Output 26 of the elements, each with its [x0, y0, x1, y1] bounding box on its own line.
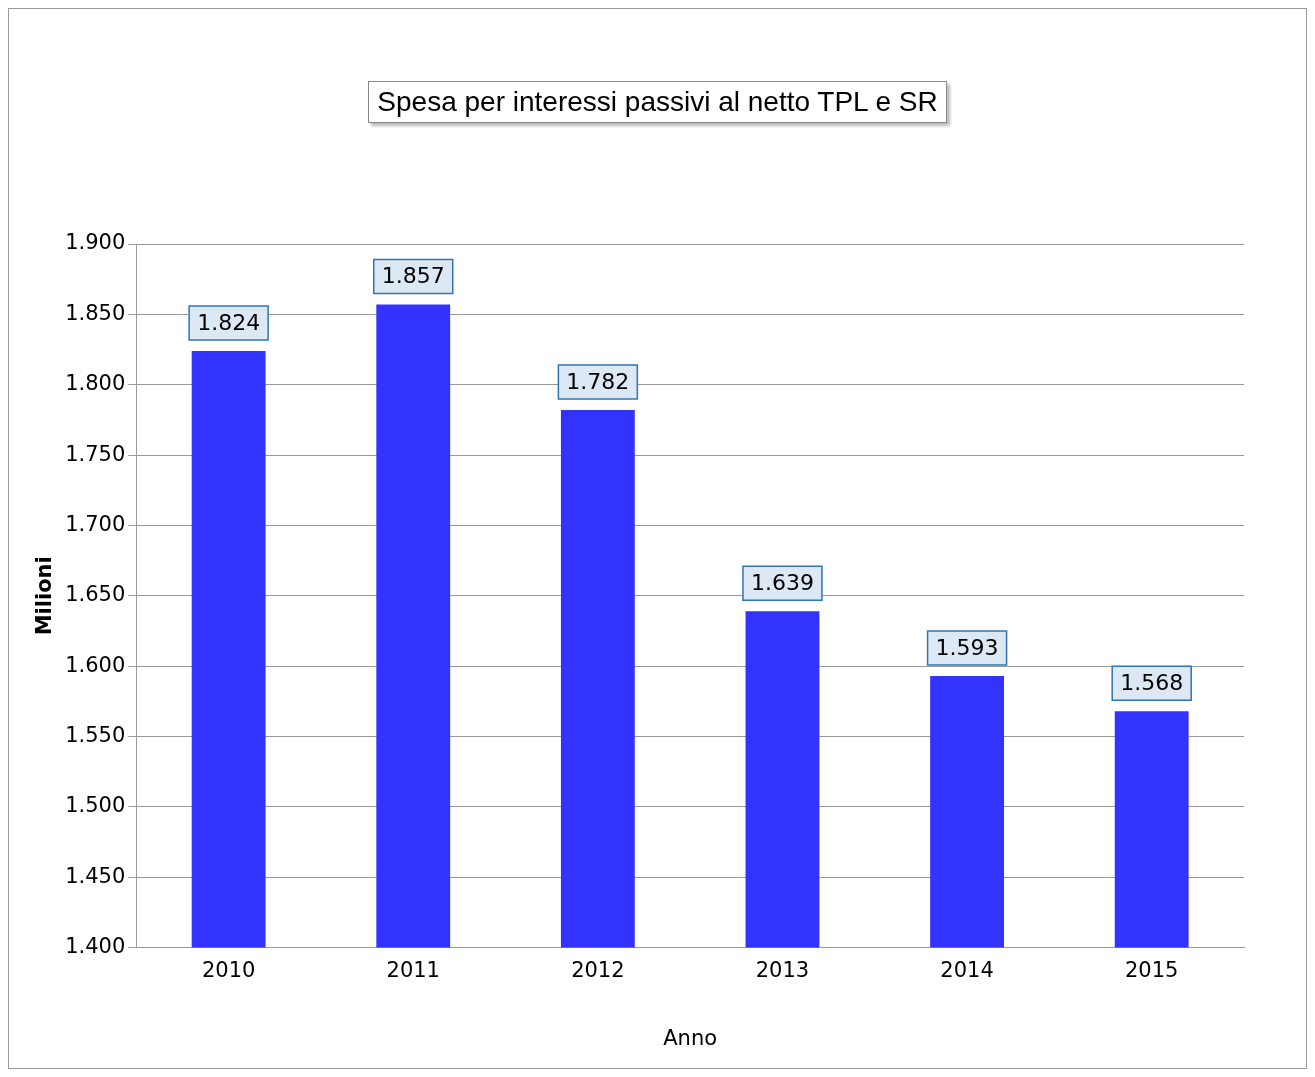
x-tick-label: 2010 [201, 957, 256, 982]
y-tick-label: 1.550 [65, 722, 126, 747]
x-tick-label: 2012 [571, 957, 625, 982]
y-tick-label: 1.400 [65, 934, 126, 959]
x-tick-label: 2011 [386, 957, 440, 982]
y-tick-label: 1.500 [65, 793, 126, 818]
data-label: 1.593 [935, 634, 999, 660]
data-label: 1.857 [381, 263, 445, 289]
y-axis-title: Milioni [32, 556, 57, 636]
y-tick-label: 1.450 [65, 863, 126, 888]
x-tick-label: 2015 [1124, 957, 1179, 982]
y-tick-label: 1.900 [65, 230, 126, 255]
data-label: 1.568 [1120, 669, 1184, 695]
y-tick-label: 1.800 [65, 371, 126, 396]
x-tick-label: 2014 [940, 957, 994, 982]
data-label: 1.782 [566, 368, 630, 394]
y-tick-label: 1.600 [65, 652, 126, 677]
x-tick-label: 2013 [755, 957, 810, 982]
x-axis-title: Anno [663, 1025, 718, 1050]
chart-title: Spesa per interessi passivi al netto TPL e SR [368, 81, 947, 123]
y-tick-label: 1.750 [65, 441, 126, 466]
y-tick-label: 1.850 [65, 300, 126, 325]
data-label: 1.639 [750, 570, 814, 595]
y-tick-label: 1.650 [65, 582, 126, 607]
y-tick-label: 1.700 [65, 511, 126, 536]
data-label: 1.824 [197, 309, 261, 335]
